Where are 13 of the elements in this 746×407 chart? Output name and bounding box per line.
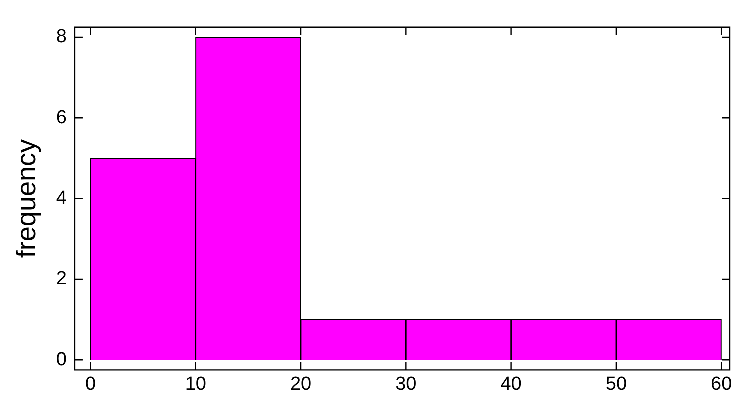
y-tick-label: 0: [56, 349, 67, 370]
x-tick-label: 20: [290, 374, 312, 395]
y-tick-label: 4: [56, 188, 68, 210]
x-tick-label: 30: [396, 374, 417, 395]
y-axis-title: frequency: [12, 139, 42, 258]
y-tick-label: 2: [56, 268, 67, 290]
x-tick-label: 0: [85, 374, 96, 395]
x-tick-label: 60: [711, 374, 732, 395]
y-tick-label: 8: [56, 26, 67, 48]
x-tick-label: 50: [606, 374, 628, 395]
x-tick-label: 10: [185, 374, 206, 395]
x-tick-label: 40: [500, 374, 522, 395]
y-tick-label: 6: [56, 107, 67, 128]
